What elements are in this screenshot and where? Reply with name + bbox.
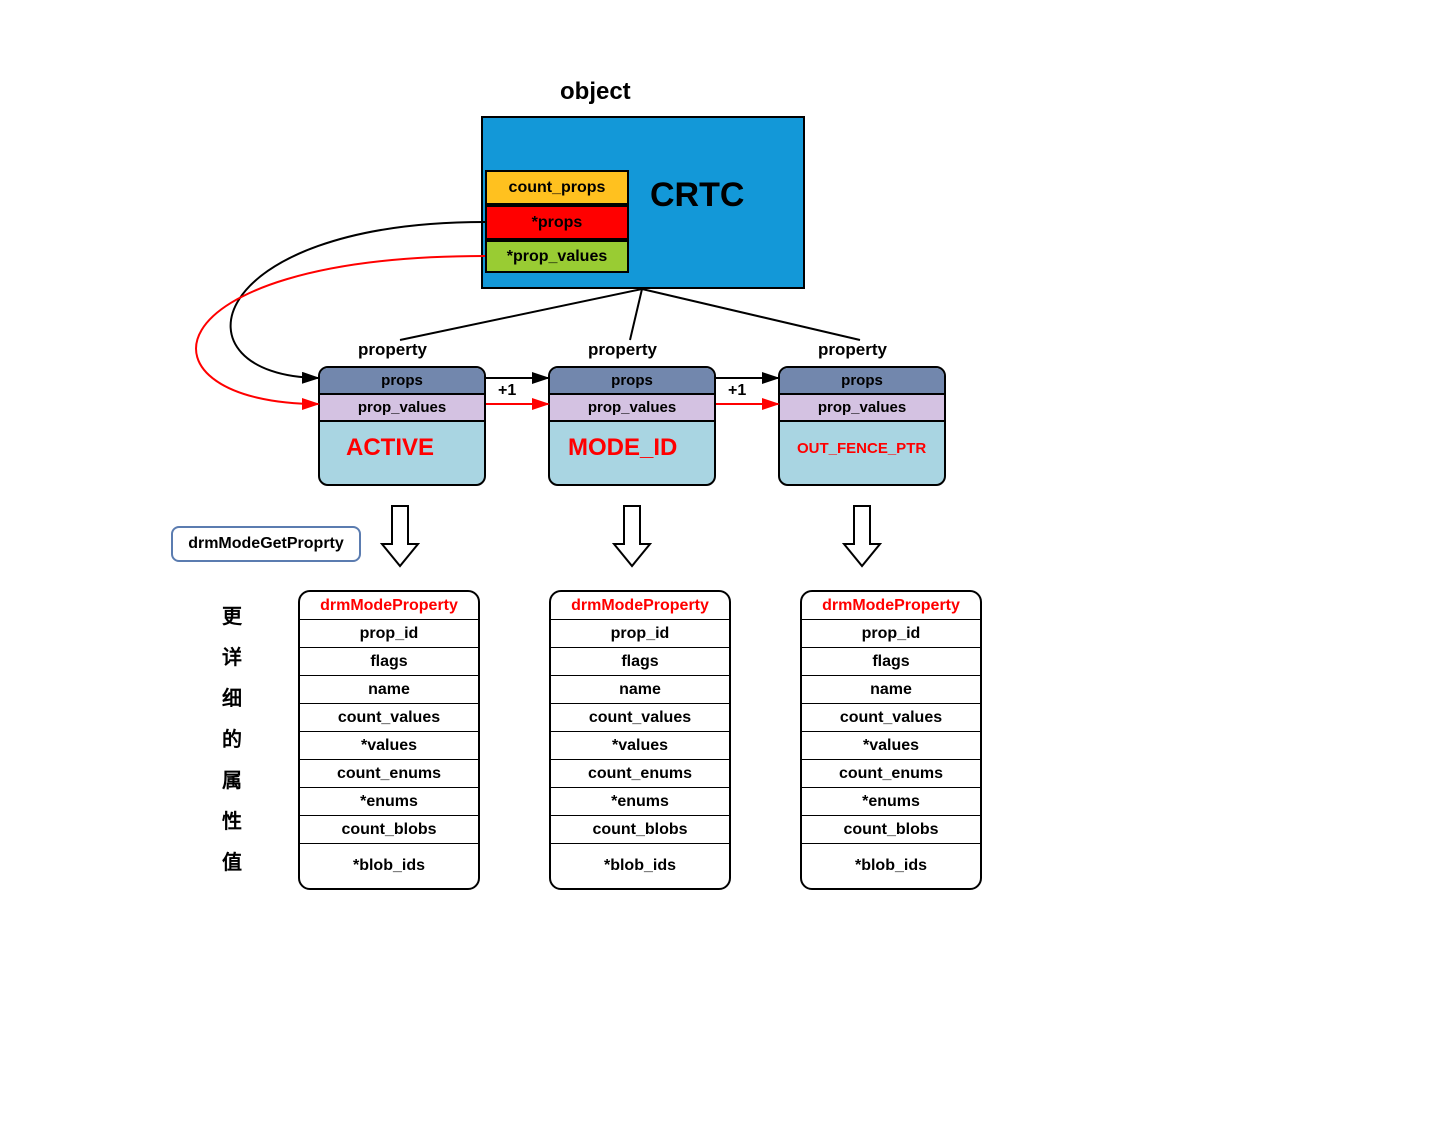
vtext-2: 细 bbox=[222, 682, 242, 711]
prop-row-props: props bbox=[780, 368, 944, 395]
property-box-outfence: props prop_values bbox=[778, 366, 946, 486]
field-props: *props bbox=[485, 205, 629, 240]
dmptable-2: drmModeProperty prop_id flags name count… bbox=[549, 590, 731, 890]
property-label-3: property bbox=[818, 340, 887, 360]
prop-row-props: props bbox=[550, 368, 714, 395]
table-row: count_enums bbox=[802, 760, 980, 788]
table-row: flags bbox=[300, 648, 478, 676]
table-row: *blob_ids bbox=[802, 844, 980, 888]
table-row: flags bbox=[551, 648, 729, 676]
vtext-1: 详 bbox=[222, 641, 242, 670]
drmmodegetproperty-bubble: drmModeGetProprty bbox=[171, 526, 361, 562]
diagram-title: object bbox=[560, 78, 631, 106]
table-row: count_blobs bbox=[300, 816, 478, 844]
table-row: prop_id bbox=[802, 620, 980, 648]
table-row: *enums bbox=[551, 788, 729, 816]
table-row: *values bbox=[802, 732, 980, 760]
table-row: count_values bbox=[551, 704, 729, 732]
property-title-outfence: OUT_FENCE_PTR bbox=[797, 440, 926, 457]
dmptable-3: drmModeProperty prop_id flags name count… bbox=[800, 590, 982, 890]
vtext-4: 属 bbox=[222, 764, 242, 793]
table-row: name bbox=[802, 676, 980, 704]
table-row: *values bbox=[300, 732, 478, 760]
table-row: *enums bbox=[300, 788, 478, 816]
table-row: count_values bbox=[300, 704, 478, 732]
vtext-5: 性 bbox=[222, 805, 242, 834]
table-row: flags bbox=[802, 648, 980, 676]
prop-row-values: prop_values bbox=[320, 395, 484, 422]
plus-one-2: +1 bbox=[728, 382, 746, 400]
property-box-active: props prop_values bbox=[318, 366, 486, 486]
table-row: count_blobs bbox=[802, 816, 980, 844]
property-label-1: property bbox=[358, 340, 427, 360]
table-header: drmModeProperty bbox=[300, 592, 478, 620]
property-box-modeid: props prop_values bbox=[548, 366, 716, 486]
prop-row-values: prop_values bbox=[550, 395, 714, 422]
field-count-props: count_props bbox=[485, 170, 629, 205]
table-row: count_enums bbox=[300, 760, 478, 788]
table-row: count_enums bbox=[551, 760, 729, 788]
property-title-modeid: MODE_ID bbox=[568, 434, 677, 462]
field-prop-values: *prop_values bbox=[485, 240, 629, 273]
table-row: prop_id bbox=[551, 620, 729, 648]
vtext-3: 的 bbox=[222, 723, 242, 752]
prop-row-props: props bbox=[320, 368, 484, 395]
plus-one-1: +1 bbox=[498, 382, 516, 400]
dmptable-1: drmModeProperty prop_id flags name count… bbox=[298, 590, 480, 890]
table-row: *blob_ids bbox=[300, 844, 478, 888]
table-row: name bbox=[551, 676, 729, 704]
table-row: count_blobs bbox=[551, 816, 729, 844]
table-header: drmModeProperty bbox=[551, 592, 729, 620]
table-row: *blob_ids bbox=[551, 844, 729, 888]
table-row: *values bbox=[551, 732, 729, 760]
table-row: name bbox=[300, 676, 478, 704]
property-label-2: property bbox=[588, 340, 657, 360]
prop-row-values: prop_values bbox=[780, 395, 944, 422]
vtext-6: 值 bbox=[222, 846, 242, 875]
table-row: *enums bbox=[802, 788, 980, 816]
table-header: drmModeProperty bbox=[802, 592, 980, 620]
vtext-0: 更 bbox=[222, 600, 242, 629]
property-title-active: ACTIVE bbox=[346, 434, 434, 462]
diagram-container: object CRTC count_props *props *prop_val… bbox=[0, 0, 1442, 1140]
crtc-label: CRTC bbox=[650, 176, 744, 215]
table-row: count_values bbox=[802, 704, 980, 732]
table-row: prop_id bbox=[300, 620, 478, 648]
